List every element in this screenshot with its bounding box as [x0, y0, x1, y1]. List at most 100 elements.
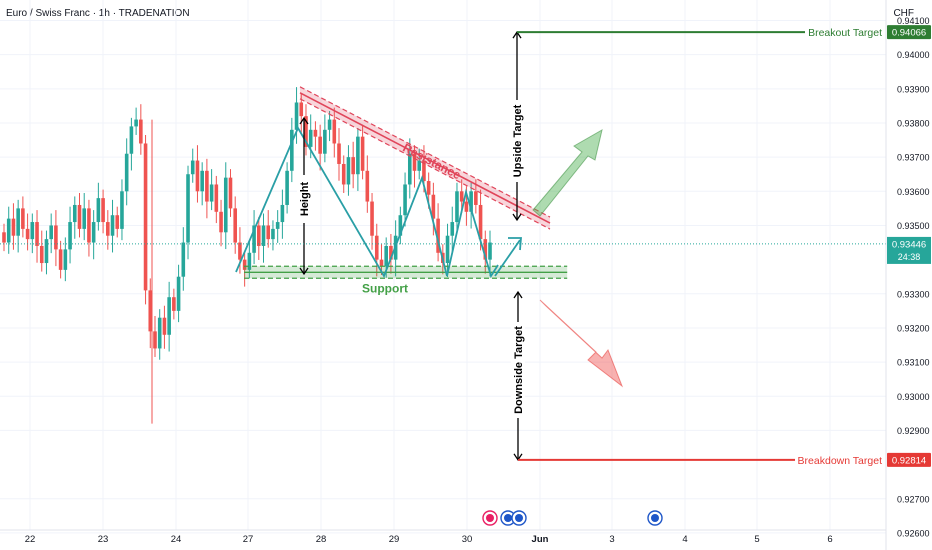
- candle-body: [242, 259, 247, 270]
- candle-body: [214, 184, 219, 212]
- y-tick-label: 0.93600: [897, 187, 930, 197]
- candle-body: [412, 153, 417, 171]
- event-flag-icon-dot: [504, 514, 512, 522]
- bar-countdown: 24:38: [898, 252, 921, 262]
- candle-body: [58, 249, 63, 270]
- candle-body: [426, 181, 431, 195]
- candle-body: [139, 119, 143, 144]
- upside-label-bg: [510, 100, 524, 182]
- candle-body: [299, 102, 304, 117]
- candle-body: [332, 119, 337, 144]
- y-tick-label: 0.92600: [897, 528, 930, 538]
- candle-body: [200, 170, 204, 192]
- candle-body: [190, 160, 195, 175]
- y-tick-label: 0.92900: [897, 426, 930, 436]
- bearish-arrow: [539, 299, 624, 388]
- upside-arrow-head: [512, 213, 522, 222]
- resistance-border: [299, 98, 551, 230]
- candle-body: [157, 317, 162, 349]
- candle-body: [341, 163, 346, 185]
- breakout-label: Breakout Target: [808, 27, 882, 39]
- candle-body: [72, 204, 77, 223]
- x-tick-label: Jun: [532, 534, 549, 545]
- candle-body: [483, 239, 488, 260]
- x-tick-label: 30: [462, 534, 473, 545]
- candle-body: [11, 218, 16, 236]
- bullish-arrow: [532, 128, 603, 217]
- y-tick-label: 0.93700: [897, 153, 930, 163]
- candle-body: [21, 208, 25, 229]
- pattern-arrow: [494, 239, 521, 277]
- candle-body: [162, 317, 167, 335]
- height-arrow-head: [299, 267, 309, 276]
- chart-title: Euro / Swiss Franc · 1h · TRADENATION: [6, 8, 190, 19]
- y-tick-label: 0.93900: [897, 84, 930, 94]
- candle-body: [280, 204, 285, 223]
- event-flag-icon-dot: [515, 514, 523, 522]
- candle-body: [360, 136, 365, 171]
- candle-body: [384, 245, 388, 267]
- candle-body: [238, 242, 242, 260]
- y-tick-label: 0.92700: [897, 494, 930, 504]
- x-tick-label: 4: [682, 534, 687, 545]
- candle-body: [181, 242, 186, 277]
- candle-body: [233, 208, 238, 243]
- candle-body: [195, 160, 200, 192]
- candle-body: [327, 119, 332, 130]
- candle-body: [346, 157, 351, 185]
- candle-body: [318, 136, 322, 154]
- current-price: 0.93446: [892, 239, 926, 250]
- candle-body: [464, 201, 469, 212]
- candle-body: [176, 276, 181, 311]
- candle-body: [120, 191, 124, 229]
- candle-body: [106, 222, 110, 236]
- candle-body: [143, 143, 148, 291]
- candle-body: [96, 198, 101, 223]
- candle-body: [478, 204, 483, 240]
- candle-body: [39, 245, 44, 264]
- candle-body: [6, 218, 11, 243]
- x-tick-label: 24: [171, 534, 182, 545]
- candle-body: [223, 177, 228, 233]
- x-tick-label: 28: [316, 534, 327, 545]
- candle-body: [124, 153, 129, 192]
- candle-body: [82, 208, 87, 229]
- breakdown-price-tag: [887, 452, 931, 467]
- height-label-bg: [297, 175, 311, 223]
- candle-body: [247, 252, 252, 270]
- candle-body: [16, 208, 20, 236]
- resistance-border: [299, 86, 551, 218]
- candle-body: [398, 215, 403, 236]
- candle-body: [261, 225, 266, 246]
- candle-body: [474, 191, 478, 205]
- candle-body: [87, 208, 91, 243]
- candle-body: [77, 204, 82, 229]
- candle-body: [256, 225, 261, 246]
- candle-body: [285, 170, 289, 205]
- y-tick-label: 0.94100: [897, 16, 930, 26]
- y-tick-label: 0.93100: [897, 358, 930, 368]
- candle-body: [266, 225, 271, 240]
- x-tick-label: 29: [389, 534, 400, 545]
- candle-body: [219, 211, 223, 233]
- candle-body: [313, 129, 318, 137]
- candle-body: [153, 331, 157, 349]
- candle-body: [101, 198, 105, 223]
- candle-body: [370, 201, 374, 236]
- candle-body: [374, 235, 379, 260]
- candle-body: [422, 160, 426, 182]
- height-label: Height: [299, 182, 311, 217]
- x-tick-label: 23: [98, 534, 109, 545]
- candle-body: [445, 235, 450, 264]
- candle-body: [488, 242, 492, 260]
- y-tick-label: 0.93200: [897, 323, 930, 333]
- candle-body: [228, 177, 233, 209]
- candle-body: [294, 102, 299, 130]
- candle-body: [35, 222, 39, 246]
- candle-body: [63, 249, 68, 270]
- candle-body: [205, 170, 209, 202]
- candle-body: [110, 215, 115, 236]
- candle-body: [389, 245, 393, 260]
- candle-body: [44, 239, 49, 264]
